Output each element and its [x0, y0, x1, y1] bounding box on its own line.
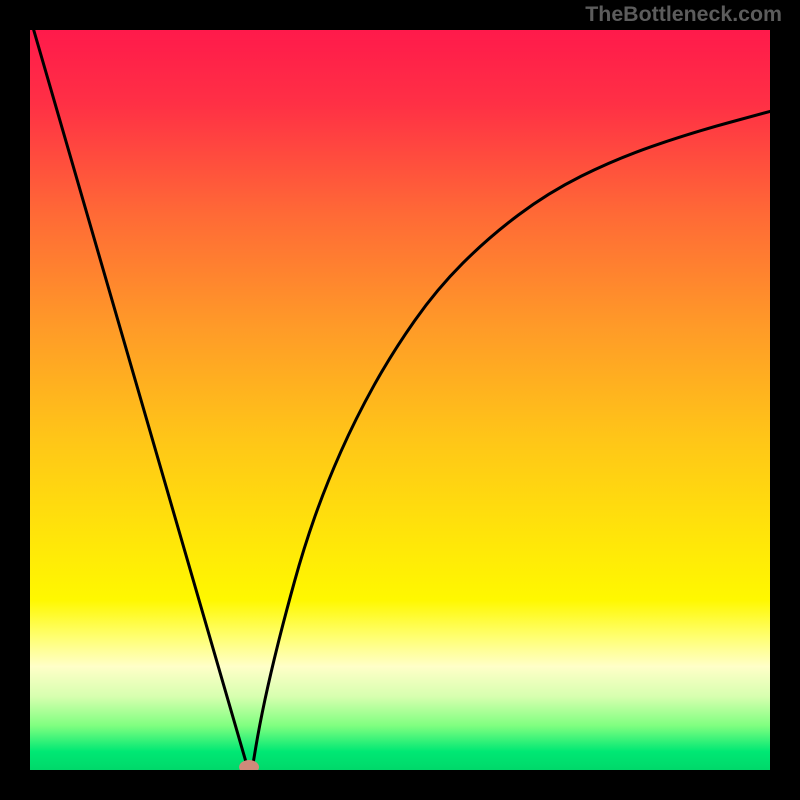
chart-svg [30, 30, 770, 770]
plot-area [30, 30, 770, 770]
watermark-text: TheBottleneck.com [585, 2, 782, 27]
